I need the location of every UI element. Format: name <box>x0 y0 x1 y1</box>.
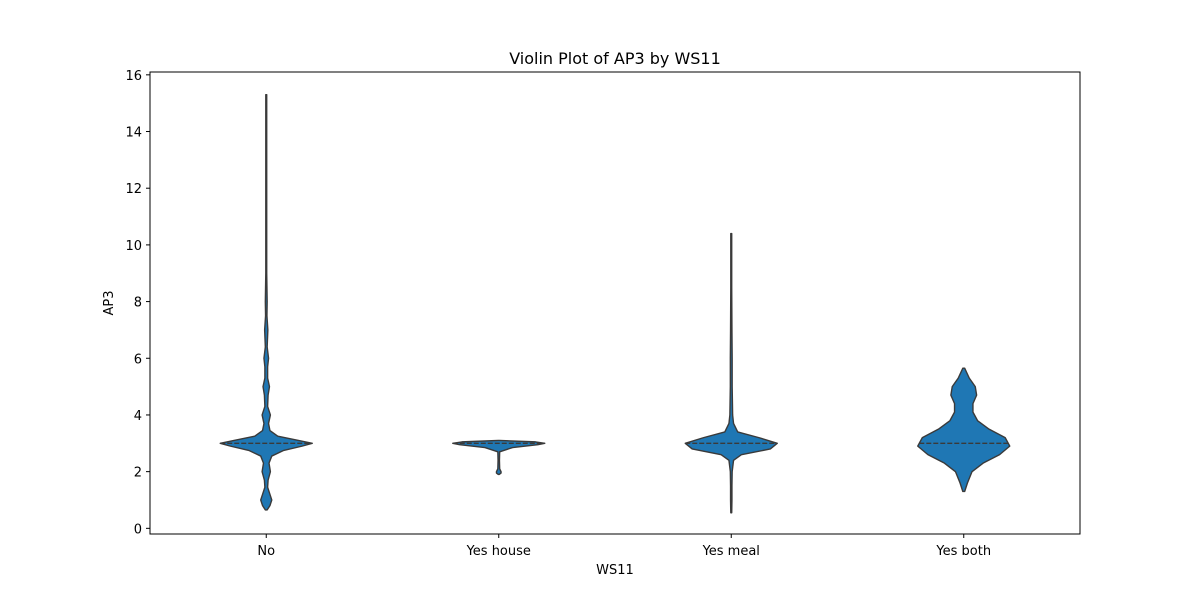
y-tick-label: 10 <box>125 239 142 254</box>
y-tick-label: 16 <box>125 69 142 84</box>
x-tick-label: Yes both <box>935 544 991 559</box>
x-axis-title: WS11 <box>596 563 634 578</box>
y-tick-label: 2 <box>134 466 142 481</box>
x-axis-ticks: No Yes house Yes meal Yes both <box>257 534 991 559</box>
chart-title: Violin Plot of AP3 by WS11 <box>509 49 721 68</box>
violin-yes-meal <box>684 232 778 514</box>
x-tick-label: Yes meal <box>702 544 760 559</box>
x-tick-label: Yes house <box>466 544 531 559</box>
y-tick-label: 0 <box>134 522 142 537</box>
y-tick-label: 6 <box>134 352 142 367</box>
plot-area-frame <box>149 71 1081 535</box>
x-tick-label: No <box>257 544 275 559</box>
violin-no <box>219 93 313 511</box>
violins <box>219 93 1011 514</box>
y-tick-label: 8 <box>134 296 142 311</box>
violin-yes-both <box>917 367 1011 493</box>
y-tick-label: 12 <box>125 182 142 197</box>
y-axis-title: AP3 <box>102 290 117 315</box>
violin-yes-house <box>452 439 546 476</box>
y-tick-label: 4 <box>134 409 142 424</box>
y-axis-ticks: 0 2 4 6 8 10 12 14 16 <box>125 69 150 537</box>
y-tick-label: 14 <box>125 126 142 141</box>
